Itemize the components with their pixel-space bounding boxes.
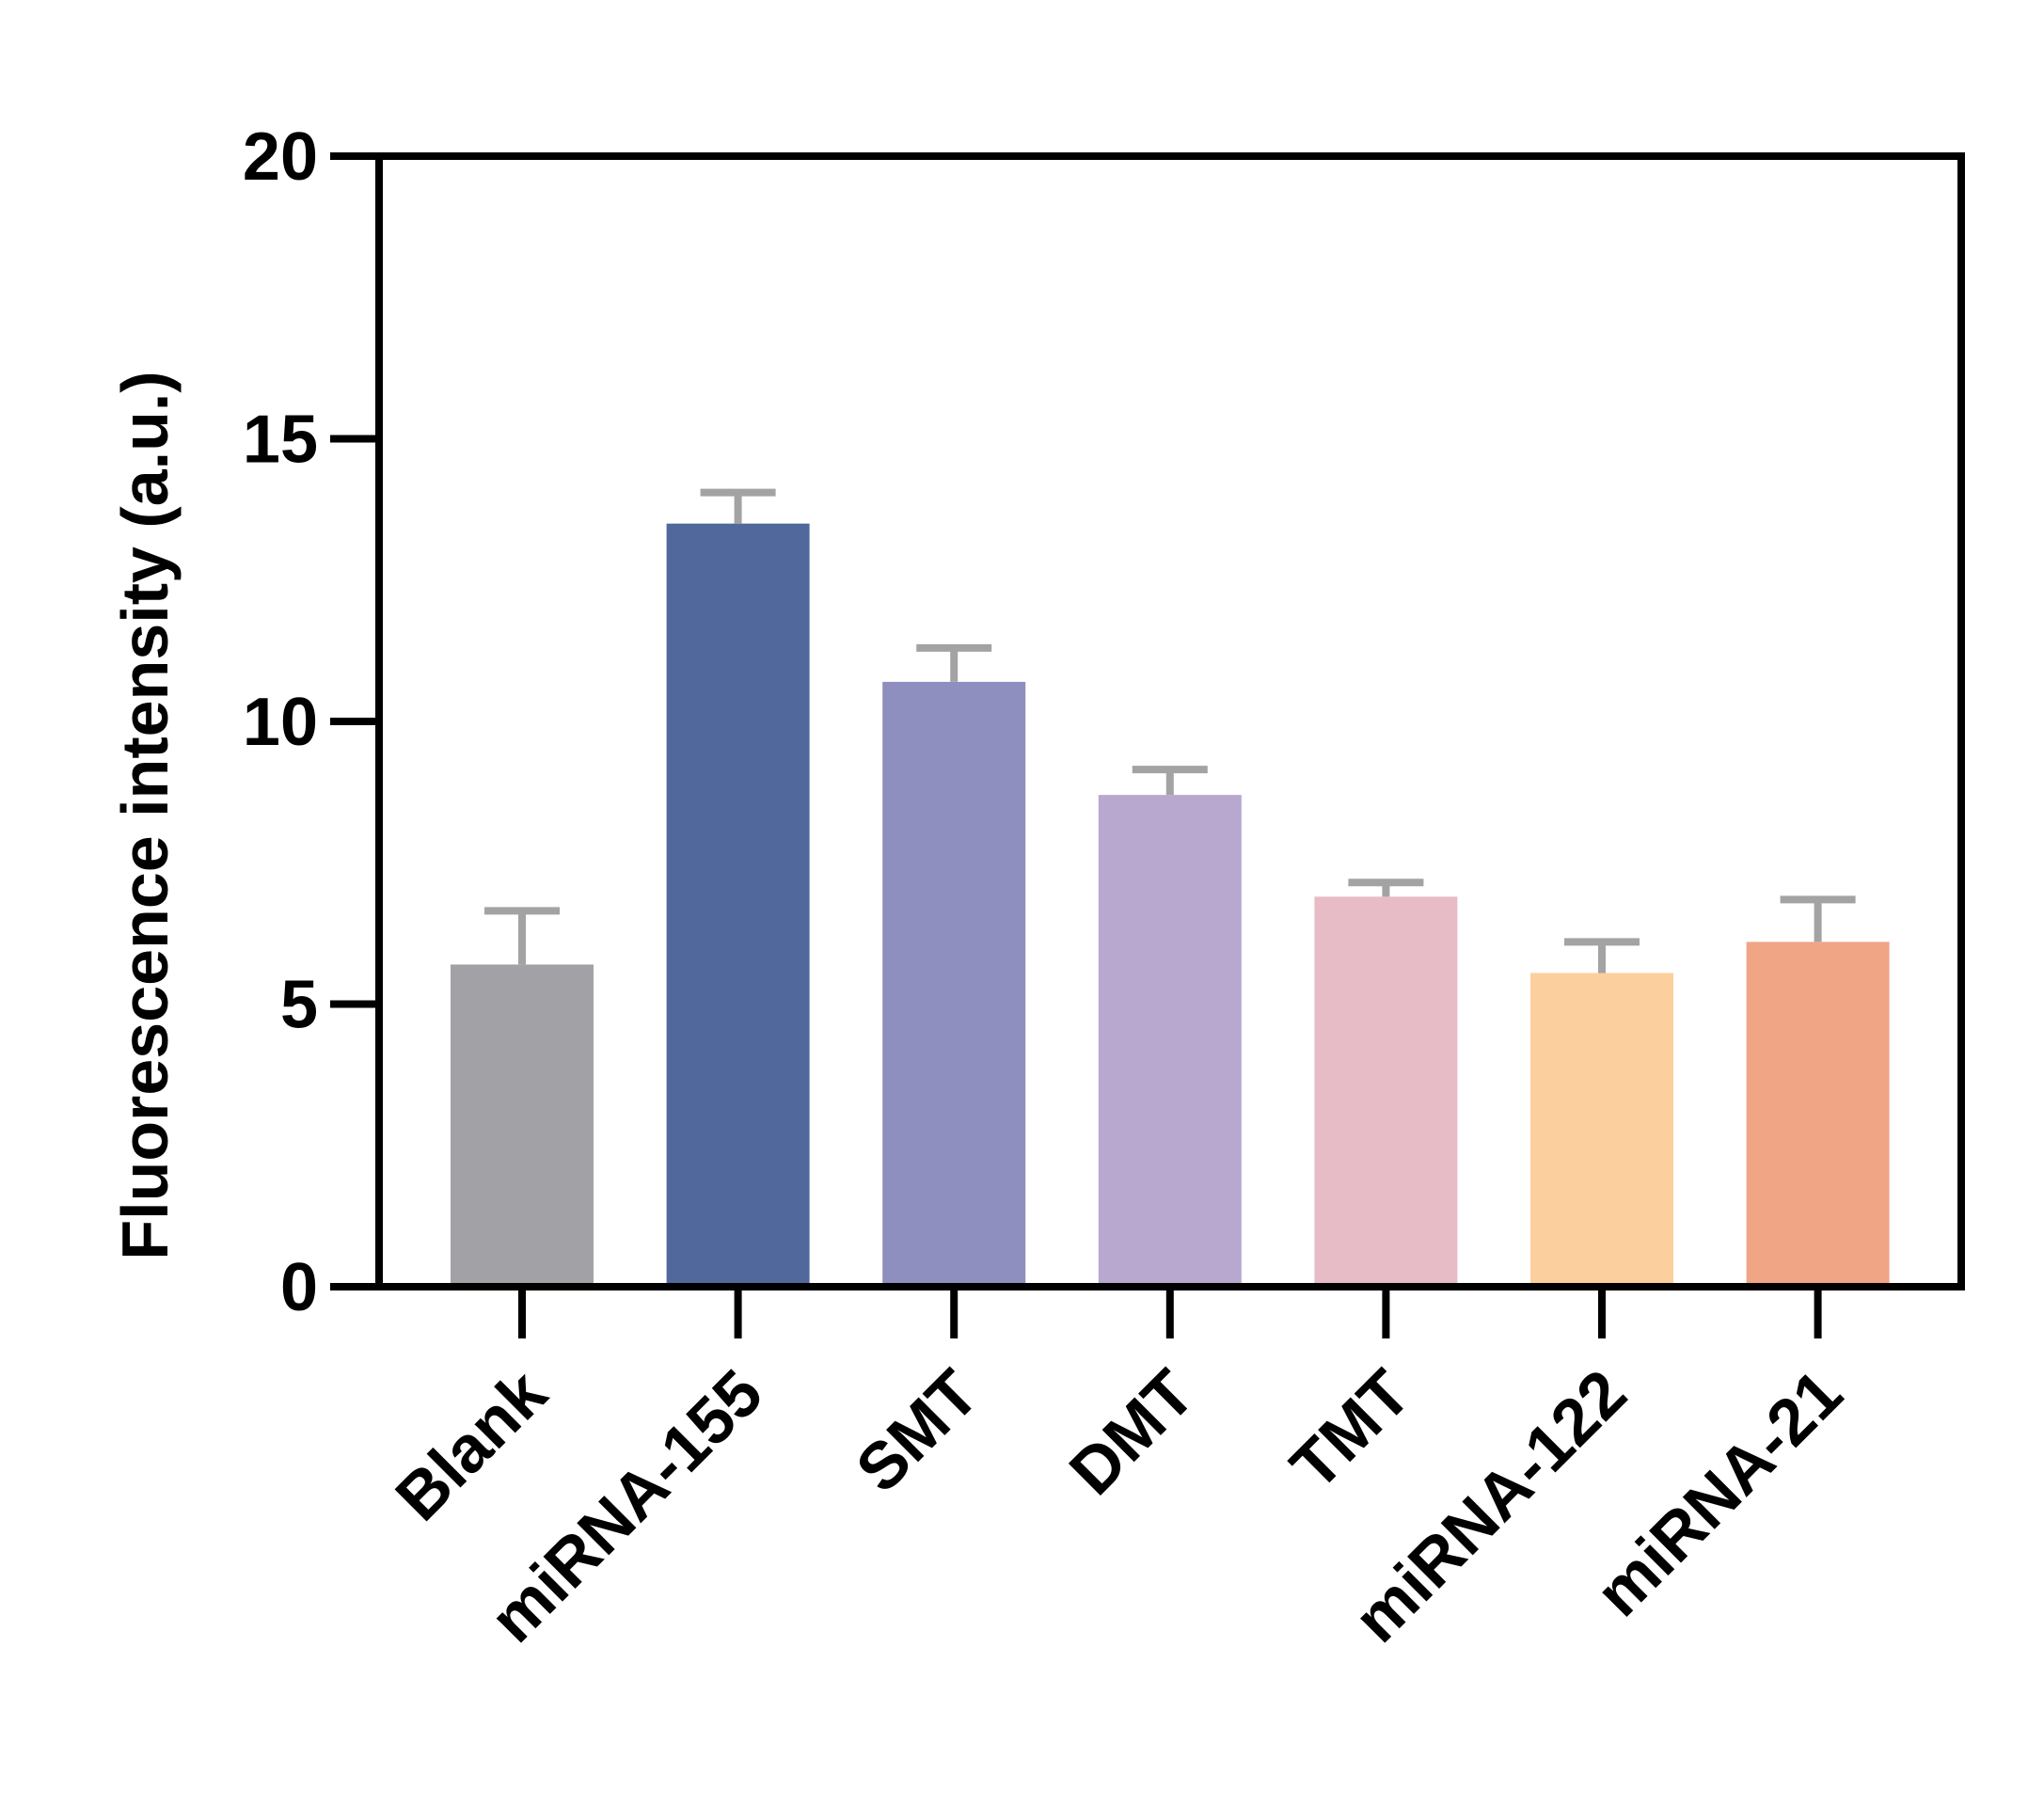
bar-dmt — [1098, 795, 1242, 1287]
x-tick-label: TMT — [1276, 1355, 1424, 1503]
bar-smt — [882, 681, 1026, 1287]
error-bar-blank — [484, 907, 560, 965]
bar-blank — [451, 964, 594, 1287]
bar-tmt — [1314, 896, 1458, 1287]
y-tick-label: 10 — [243, 685, 318, 760]
bars — [451, 523, 1890, 1287]
error-bar-mirna-122 — [1564, 938, 1640, 974]
y-tick-label: 5 — [280, 968, 318, 1043]
error-bar-mirna-155 — [700, 488, 776, 524]
x-tick-label: DMT — [1055, 1355, 1208, 1508]
error-bar-tmt — [1348, 879, 1424, 897]
error-bar-mirna-21 — [1780, 895, 1856, 942]
bar-mirna-155 — [666, 523, 810, 1287]
y-axis: 0 5 10 15 20 — [243, 119, 379, 1325]
bar-mirna-122 — [1530, 973, 1673, 1287]
error-bar-dmt — [1132, 766, 1208, 796]
error-bar-smt — [916, 643, 992, 682]
error-bars — [484, 488, 1856, 974]
y-tick-label: 20 — [243, 119, 318, 195]
y-axis-label: Fluorescence intensity (a.u.) — [108, 371, 182, 1259]
bar-mirna-21 — [1746, 942, 1890, 1287]
x-tick-label: Blank — [382, 1355, 561, 1534]
x-tick-label: SMT — [842, 1355, 992, 1506]
y-tick-label: 15 — [243, 403, 318, 478]
y-tick-label: 0 — [280, 1250, 318, 1325]
